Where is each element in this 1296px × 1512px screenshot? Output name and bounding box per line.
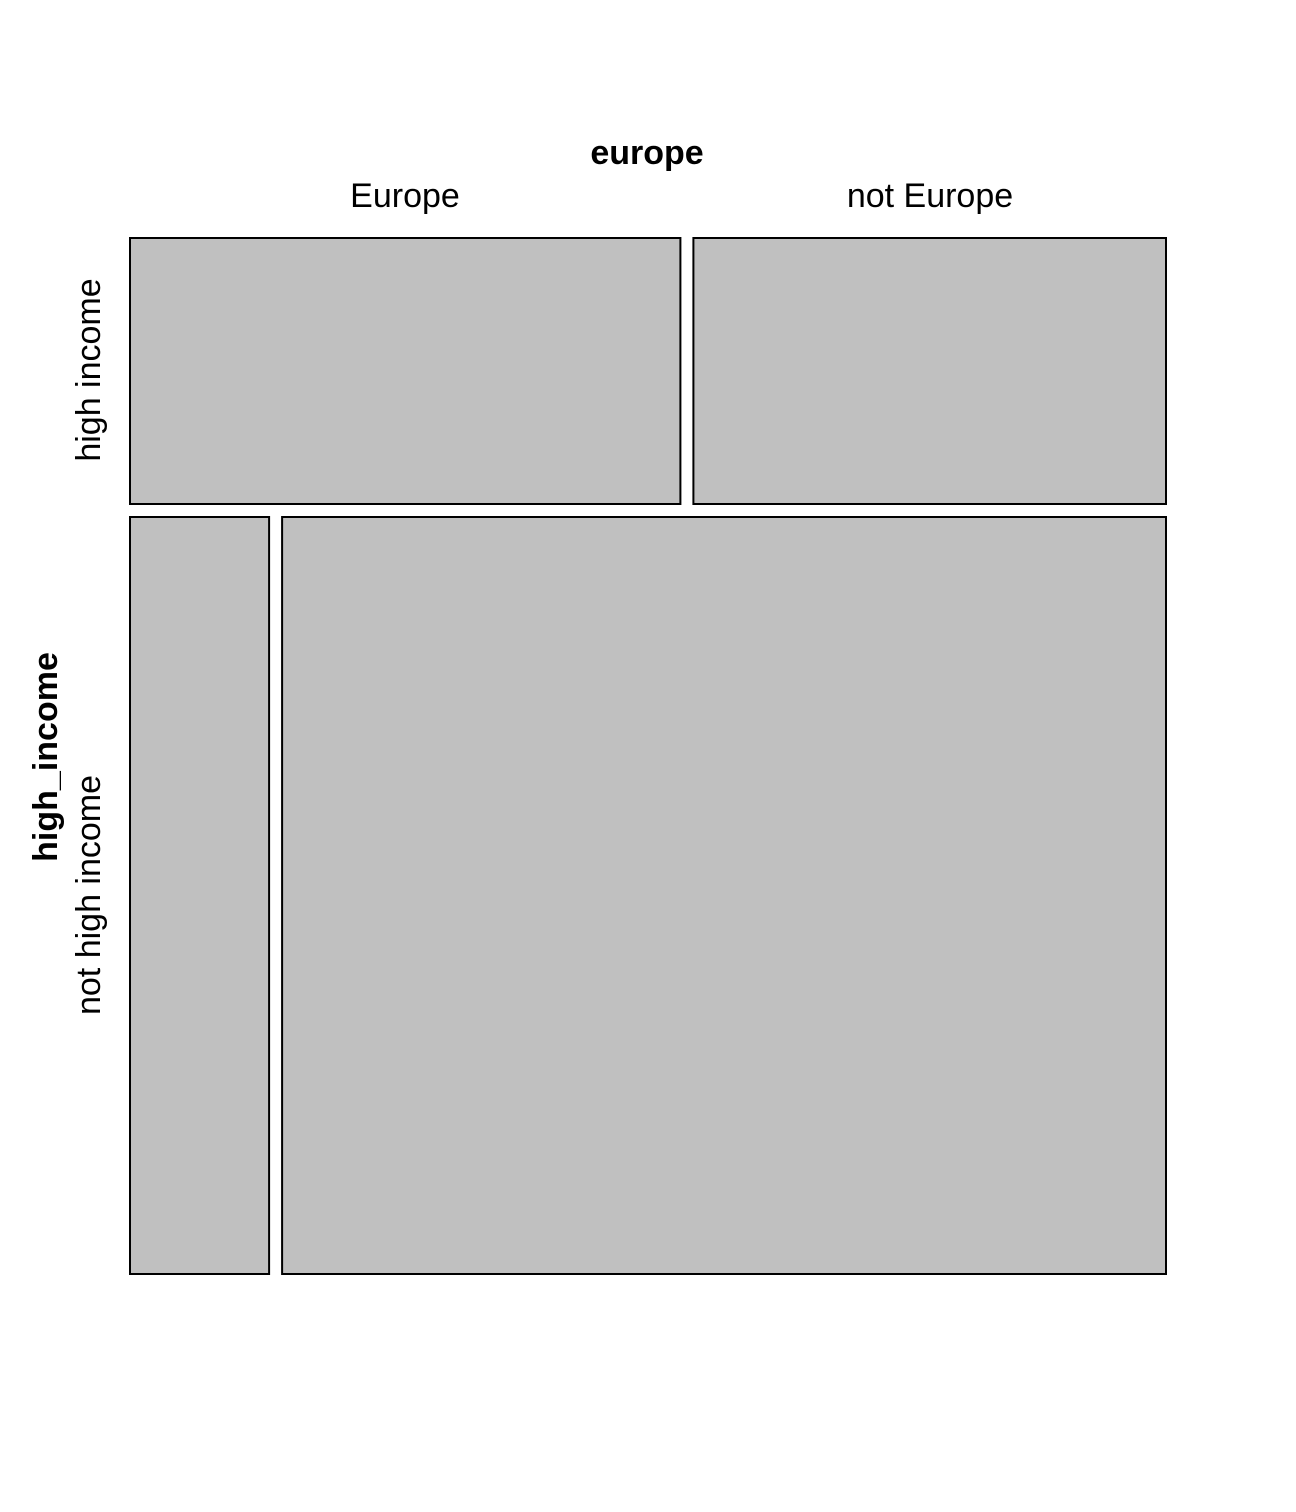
mosaic-tiles (129, 237, 1168, 1275)
column-level-label-europe: Europe (350, 177, 460, 215)
mosaic-tile-not-high-income-not-europe (281, 516, 1168, 1275)
column-variable-label: europe (590, 134, 703, 172)
mosaic-tile-not-high-income-europe (129, 516, 271, 1275)
mosaic-tile-high-income-europe (129, 237, 682, 505)
row-level-label-not-high-income: not high income (70, 775, 108, 1015)
column-level-label-not-europe: not Europe (847, 177, 1013, 215)
row-level-label-high-income: high income (70, 278, 108, 461)
mosaic-tile-high-income-not-europe (692, 237, 1168, 505)
row-variable-label: high_income (27, 652, 65, 862)
